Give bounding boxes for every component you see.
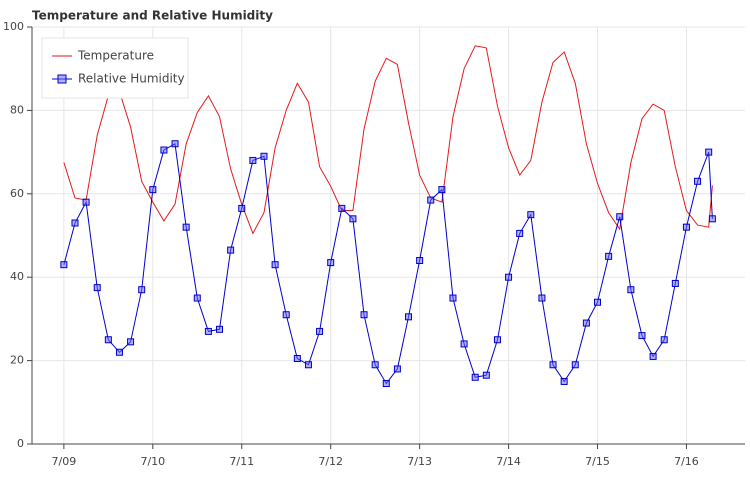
x-tick-label: 7/14 — [496, 455, 521, 468]
series-line — [63, 143, 713, 385]
marker — [493, 336, 501, 344]
marker — [271, 261, 279, 269]
marker — [538, 294, 546, 302]
legend-box — [41, 37, 189, 99]
marker — [705, 148, 713, 156]
marker — [560, 377, 568, 385]
marker — [104, 336, 112, 344]
marker — [338, 204, 346, 212]
y-tick-label: 80 — [10, 103, 24, 116]
y-tick-label: 60 — [10, 187, 24, 200]
y-tick-label: 40 — [10, 270, 24, 283]
marker — [671, 279, 679, 287]
marker — [382, 380, 390, 388]
marker — [471, 373, 479, 381]
x-tick-label: 7/15 — [585, 455, 610, 468]
marker — [182, 223, 190, 231]
marker — [605, 252, 613, 260]
marker — [505, 273, 513, 281]
marker — [316, 327, 324, 335]
marker — [549, 361, 557, 369]
marker — [638, 332, 646, 340]
marker — [694, 177, 702, 185]
y-tick-label: 100 — [3, 20, 24, 33]
marker — [360, 311, 368, 319]
marker — [416, 257, 424, 265]
marker — [660, 336, 668, 344]
chart-title: Temperature and Relative Humidity — [32, 9, 273, 23]
y-tick-label: 20 — [10, 354, 24, 367]
marker — [60, 261, 68, 269]
legend-label: Relative Humidity — [78, 72, 185, 86]
x-tick-label: 7/09 — [52, 455, 77, 468]
marker — [582, 319, 590, 327]
marker — [427, 196, 435, 204]
marker — [204, 327, 212, 335]
marker — [293, 355, 301, 363]
marker — [405, 313, 413, 321]
marker — [527, 211, 535, 219]
marker — [149, 186, 157, 194]
marker — [82, 198, 90, 206]
marker — [516, 229, 524, 237]
marker — [449, 294, 457, 302]
marker — [115, 348, 123, 356]
marker — [460, 340, 468, 348]
marker — [708, 215, 716, 223]
marker — [227, 246, 235, 254]
marker — [438, 186, 446, 194]
x-tick-label: 7/12 — [318, 455, 343, 468]
marker — [371, 361, 379, 369]
marker — [282, 311, 290, 319]
marker — [93, 284, 101, 292]
x-tick-label: 7/16 — [674, 455, 699, 468]
marker — [616, 213, 624, 221]
marker — [304, 361, 312, 369]
marker — [594, 298, 602, 306]
marker — [249, 156, 257, 164]
marker — [260, 152, 268, 160]
y-tick-label: 0 — [17, 437, 24, 450]
marker — [238, 204, 246, 212]
x-tick-label: 7/11 — [229, 455, 254, 468]
marker — [171, 140, 179, 148]
marker — [160, 146, 168, 154]
marker — [393, 365, 401, 373]
legend-marker — [57, 74, 67, 84]
marker — [327, 259, 335, 267]
marker — [193, 294, 201, 302]
series-line — [63, 45, 713, 235]
marker — [571, 361, 579, 369]
marker — [71, 219, 79, 227]
marker — [127, 338, 135, 346]
marker — [138, 286, 146, 294]
x-tick-label: 7/13 — [407, 455, 432, 468]
marker — [349, 215, 357, 223]
marker — [482, 371, 490, 379]
marker — [216, 325, 224, 333]
legend-label: Temperature — [77, 49, 154, 63]
marker — [682, 223, 690, 231]
marker — [649, 352, 657, 360]
marker — [627, 286, 635, 294]
x-tick-label: 7/10 — [140, 455, 165, 468]
